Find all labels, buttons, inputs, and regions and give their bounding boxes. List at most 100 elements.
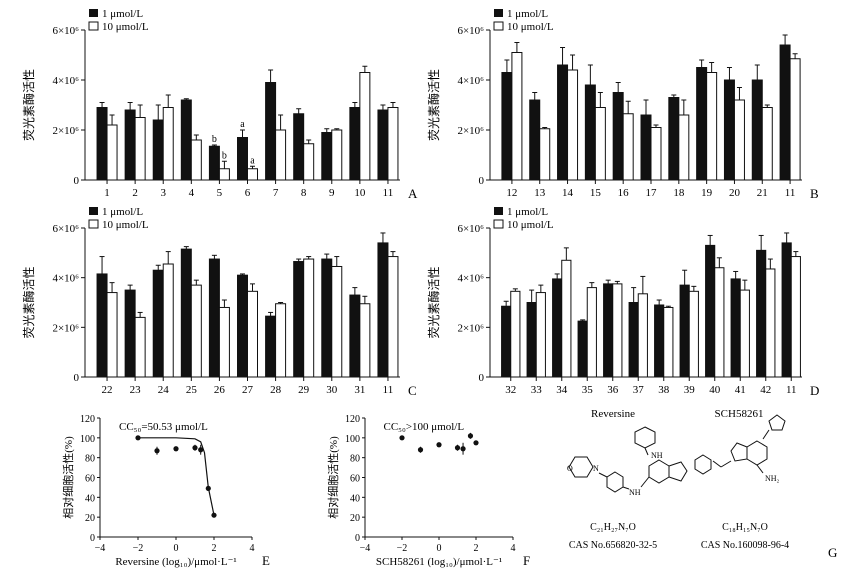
legend-swatch-low: [89, 207, 98, 215]
bar: [349, 107, 361, 181]
bar: [218, 306, 230, 378]
bar: [218, 168, 230, 181]
x-tick-label: 13: [534, 187, 546, 199]
y-tick-label: 0: [90, 533, 95, 544]
x-tick-label: 1: [104, 187, 110, 199]
bar: [552, 278, 563, 378]
scatter-panel-E: 0 20 40 60 80 100 120 −4 −2 0 2 4 相对细胞活性(%) Reversine…: [61, 414, 270, 568]
bar: [612, 92, 624, 181]
legend-label-low: 1 μmol/L: [102, 206, 143, 218]
significance-label: b: [212, 134, 217, 145]
bar-panel-D: 0 2×10⁶ 4×10⁶ 6×10⁶ 荧光素酶活性 1 μmol/L10 μmol/L 3…: [426, 206, 819, 398]
bar: [628, 302, 639, 378]
legend-swatch-high: [493, 21, 504, 31]
x-tick-label: 2: [212, 543, 217, 554]
bar: [535, 292, 546, 378]
bar: [510, 290, 521, 378]
y-tick-label: 2×10⁶: [457, 125, 484, 137]
x-tick-label: 8: [301, 187, 307, 199]
y-tick-label: 100: [345, 434, 360, 445]
x-axis-label: SCH58261 (log₁₀)/μmol·L⁻¹: [376, 556, 502, 568]
y-tick-label: 4×10⁶: [457, 273, 484, 285]
x-tick-label: 10: [354, 187, 366, 199]
cc50-annotation: CC₅₀>100 μmol/L: [384, 421, 465, 433]
x-tick-label: 35: [582, 384, 594, 396]
x-tick-label: 4: [189, 187, 195, 199]
x-tick-label: 19: [701, 187, 713, 199]
bar: [663, 306, 674, 378]
x-tick-label: 14: [562, 187, 574, 199]
bar: [293, 113, 305, 181]
bar: [247, 290, 258, 378]
bar: [180, 248, 192, 378]
bar: [723, 79, 735, 181]
legend-swatch-high: [88, 21, 99, 31]
reversine-cas: CAS No.656820-32-5: [569, 540, 657, 551]
bar: [751, 79, 763, 181]
bar: [359, 72, 371, 181]
x-tick-label: 30: [326, 384, 338, 396]
panel-letter-C: C: [408, 383, 417, 398]
bar: [567, 69, 579, 181]
y-tick-label: 80: [350, 454, 360, 465]
x-tick-label: 11: [383, 187, 394, 199]
bar: [162, 107, 174, 181]
x-tick-label: 41: [735, 384, 746, 396]
y-tick-label: 60: [85, 474, 95, 485]
y-tick-label: 6×10⁶: [457, 223, 484, 235]
sch58261-structure: [694, 414, 786, 475]
y-tick-label: 40: [350, 493, 360, 504]
panel-letter-F: F: [523, 553, 530, 568]
bar: [603, 283, 614, 378]
bar: [650, 127, 662, 181]
legend-label-high: 10 μmol/L: [507, 21, 554, 33]
x-tick-label: 42: [760, 384, 771, 396]
bar: [387, 107, 399, 181]
bar: [275, 303, 287, 378]
bar: [124, 109, 136, 181]
x-tick-label: 7: [273, 187, 279, 199]
bar: [501, 305, 512, 378]
y-tick-label: 100: [80, 434, 95, 445]
bar: [247, 168, 258, 181]
x-tick-label: 2: [474, 543, 479, 554]
bar: [668, 97, 680, 181]
bar: [594, 107, 606, 181]
panel-letter-E: E: [262, 553, 270, 568]
y-tick-label: 6×10⁶: [52, 223, 79, 235]
legend-swatch-low: [494, 207, 503, 215]
data-point: [211, 512, 217, 518]
x-tick-label: 36: [607, 384, 619, 396]
data-point: [460, 446, 466, 452]
panel-letter-g: G: [828, 545, 837, 560]
data-point: [417, 447, 424, 453]
bar: [577, 320, 588, 378]
y-tick-label: 60: [350, 474, 360, 485]
y-axis-label: 相对细胞活性(%): [326, 436, 340, 519]
bar: [190, 139, 202, 181]
x-tick-label: 34: [556, 384, 568, 396]
bar: [790, 256, 801, 378]
x-tick-label: −2: [397, 543, 408, 554]
y-tick-label: 0: [74, 372, 80, 384]
y-tick-label: 2×10⁶: [457, 322, 484, 334]
y-tick-label: 0: [74, 175, 80, 187]
x-tick-label: 22: [102, 384, 113, 396]
bar: [162, 263, 174, 378]
bar: [557, 64, 569, 181]
y-tick-label: 4×10⁶: [52, 273, 79, 285]
y-tick-label: 6×10⁶: [52, 25, 79, 37]
bar-panel-B: 0 2×10⁶ 4×10⁶ 6×10⁶ 荧光素酶活性 1 μmol/L10 μmol/L 1…: [426, 8, 819, 201]
legend-label-low: 1 μmol/L: [102, 8, 143, 20]
x-tick-label: 24: [158, 384, 170, 396]
bar: [331, 265, 343, 378]
bar: [124, 289, 136, 378]
y-tick-label: 20: [85, 513, 95, 524]
x-tick-label: 12: [506, 187, 517, 199]
panel-letter-A: A: [408, 186, 418, 201]
legend-swatch-low: [89, 9, 98, 17]
y-tick-label: 0: [479, 175, 485, 187]
x-tick-label: −2: [133, 543, 144, 554]
bar: [331, 129, 343, 181]
